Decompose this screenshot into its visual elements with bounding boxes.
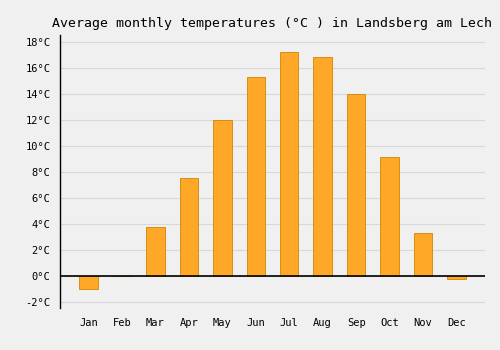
Bar: [280, 52, 298, 275]
Bar: [448, 275, 466, 279]
Bar: [414, 233, 432, 275]
Bar: [380, 157, 399, 275]
Bar: [80, 275, 98, 288]
Bar: [180, 178, 198, 275]
Title: Average monthly temperatures (°C ) in Landsberg am Lech: Average monthly temperatures (°C ) in La…: [52, 17, 492, 30]
Bar: [347, 93, 366, 275]
Bar: [213, 119, 232, 275]
Bar: [246, 77, 265, 275]
Bar: [314, 57, 332, 275]
Bar: [146, 228, 165, 275]
